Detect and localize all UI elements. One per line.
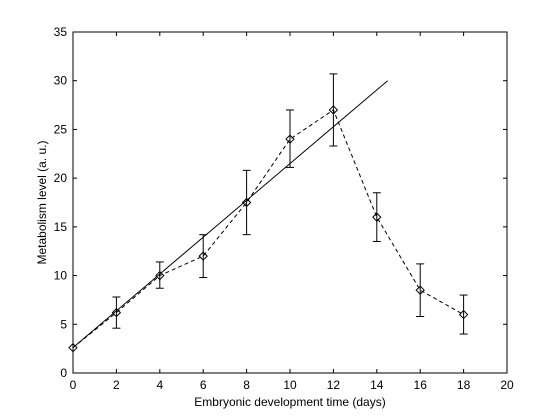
data-point-marker <box>155 270 165 281</box>
data-point-marker <box>285 134 295 144</box>
x-tick-label: 8 <box>243 378 250 392</box>
data-point-marker <box>415 285 425 295</box>
y-axis-title: Metabolism level (a. u.) <box>35 140 49 264</box>
y-tick-label: 35 <box>54 25 68 39</box>
data-point-marker <box>328 105 339 115</box>
fit-line <box>72 80 388 349</box>
data-point-marker <box>458 309 469 320</box>
series-layer <box>68 73 469 353</box>
data-point-marker <box>198 251 208 261</box>
data-point-marker <box>241 197 252 208</box>
x-tick-label: 12 <box>327 378 341 392</box>
x-axis-title: Embryonic development time (days) <box>194 395 385 409</box>
measured-series-line <box>72 109 464 349</box>
x-tick-label: 20 <box>500 378 514 392</box>
x-tick-label: 6 <box>200 378 207 392</box>
y-tick-label: 10 <box>54 269 68 283</box>
x-tick-label: 18 <box>457 378 471 392</box>
y-tick-label: 0 <box>60 366 67 380</box>
y-tick-label: 20 <box>54 171 68 185</box>
axes-layer: 0 2 4 6 8 10 12 14 16 18 20 0 5 10 15 20 25 30 35 <box>54 25 514 392</box>
x-tick-label: 14 <box>370 378 384 392</box>
y-tick-label: 25 <box>54 122 68 136</box>
x-tick-label: 2 <box>113 378 120 392</box>
data-point-marker <box>372 212 382 222</box>
y-tick-label: 15 <box>54 220 68 234</box>
x-tick-label: 16 <box>414 378 428 392</box>
y-tick-label: 5 <box>60 317 67 331</box>
y-tick-label: 30 <box>54 74 68 88</box>
data-point-marker <box>111 307 122 318</box>
x-tick-label: 4 <box>156 378 163 392</box>
x-tick-label: 10 <box>283 378 297 392</box>
x-tick-label: 0 <box>70 378 77 392</box>
